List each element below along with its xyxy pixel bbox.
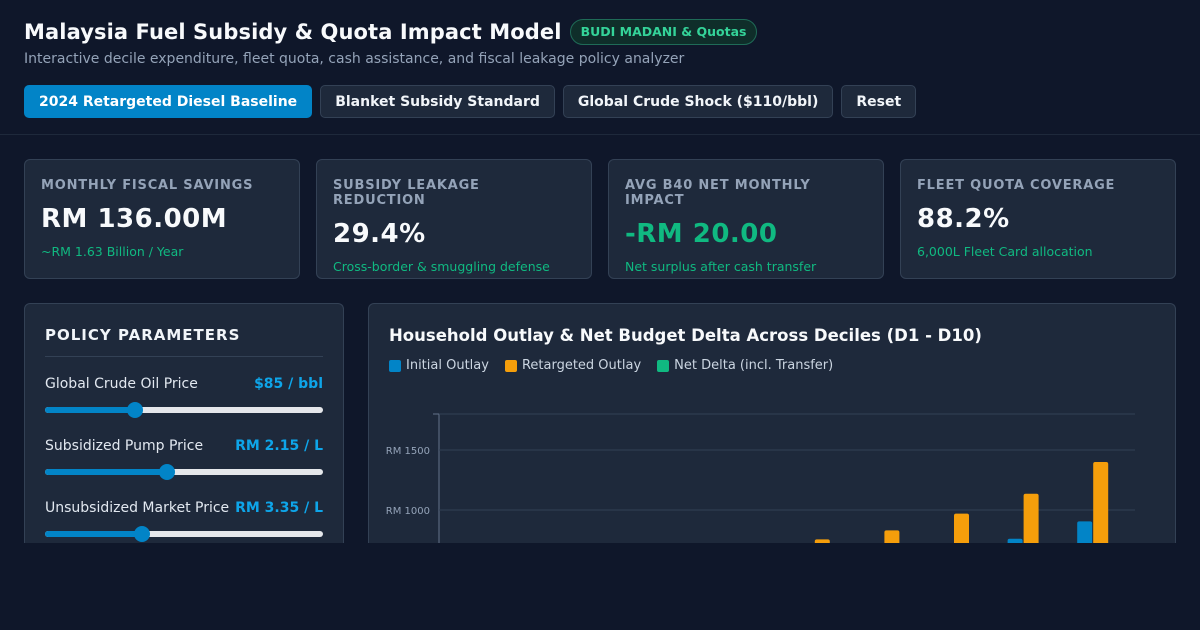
- param-subsidized-pump-price: Subsidized Pump Price RM 2.15 / L: [45, 437, 323, 481]
- slider-thumb[interactable]: [134, 526, 151, 542]
- page-subtitle: Interactive decile expenditure, fleet qu…: [24, 51, 685, 67]
- bar-initial-outlay: [1007, 538, 1023, 543]
- kpi-label: SUBSIDY LEAKAGE REDUCTION: [333, 178, 480, 208]
- legend-item-net-delta: Net Delta (incl. Transfer): [657, 358, 833, 373]
- param-value: RM 2.15 / L: [235, 438, 323, 454]
- unsubsidized-market-price-slider[interactable]: [45, 525, 323, 543]
- bar-retargeted-outlay: [954, 513, 969, 543]
- legend-swatch: [504, 359, 517, 372]
- header: Malaysia Fuel Subsidy & Quota Impact Mod…: [24, 18, 1176, 67]
- policy-parameters-panel: POLICY PARAMETERS Global Crude Oil Price…: [24, 303, 344, 543]
- kpi-subtext: Cross-border & smuggling defense: [333, 259, 550, 274]
- chart-title: Household Outlay & Net Budget Delta Acro…: [389, 326, 982, 345]
- scenario-crude-shock-button[interactable]: Global Crude Shock ($110/bbl): [562, 85, 834, 118]
- param-label: Subsidized Pump Price: [45, 438, 204, 454]
- slider-fill: [45, 469, 168, 475]
- legend-label: Net Delta (incl. Transfer): [674, 358, 834, 373]
- kpi-value: -RM 20.00: [625, 219, 778, 249]
- scenario-buttons: 2024 Retargeted Diesel Baseline Blanket …: [24, 85, 917, 118]
- bar-retargeted-outlay: [884, 530, 900, 543]
- kpi-subtext: Net surplus after cash transfer: [625, 259, 817, 274]
- kpi-subtext: ~RM 1.63 Billion / Year: [41, 244, 184, 259]
- slider-thumb[interactable]: [159, 464, 176, 480]
- chart-legend: Initial Outlay Retargeted Outlay Net Del…: [389, 358, 833, 373]
- policy-badge: BUDI MADANI & Quotas: [569, 19, 758, 45]
- legend-label: Initial Outlay: [406, 358, 489, 373]
- bar-initial-outlay: [1077, 521, 1093, 543]
- kpi-card-fleet-quota: FLEET QUOTA COVERAGE 88.2% 6,000L Fleet …: [900, 159, 1176, 279]
- header-divider: [0, 134, 1200, 135]
- panel-title: POLICY PARAMETERS: [45, 326, 323, 357]
- bar-retargeted-outlay: [814, 539, 830, 543]
- bar-retargeted-outlay: [1023, 493, 1039, 543]
- kpi-label: FLEET QUOTA COVERAGE: [917, 178, 1116, 193]
- y-tick-label: RM 1500: [386, 446, 430, 457]
- param-value: $85 / bbl: [254, 376, 323, 392]
- bar-retargeted-outlay: [1093, 462, 1109, 543]
- slider-track: [45, 531, 323, 537]
- subsidized-pump-price-slider[interactable]: [45, 463, 323, 481]
- param-crude-oil-price: Global Crude Oil Price $85 / bbl: [45, 375, 323, 419]
- param-label: Global Crude Oil Price: [45, 376, 198, 392]
- decile-bar-chart: RM 1500 RM 1000: [386, 413, 1135, 543]
- param-label: Unsubsidized Market Price: [45, 500, 230, 516]
- slider-thumb[interactable]: [127, 402, 144, 418]
- legend-swatch: [389, 359, 401, 372]
- kpi-value: RM 136.00M: [41, 204, 228, 234]
- kpi-card-b40-impact: AVG B40 NET MONTHLY IMPACT -RM 20.00 Net…: [608, 159, 884, 279]
- slider-track: [45, 407, 323, 413]
- slider-fill: [45, 531, 143, 537]
- page-title: Malaysia Fuel Subsidy & Quota Impact Mod…: [24, 20, 562, 44]
- param-value: RM 3.35 / L: [235, 500, 323, 516]
- kpi-value: 29.4%: [333, 219, 426, 249]
- kpi-subtext: 6,000L Fleet Card allocation: [917, 244, 1093, 259]
- legend-swatch: [657, 359, 670, 372]
- kpi-row: MONTHLY FISCAL SAVINGS RM 136.00M ~RM 1.…: [24, 159, 1176, 279]
- legend-label: Retargeted Outlay: [521, 358, 642, 373]
- scenario-blanket-subsidy-button[interactable]: Blanket Subsidy Standard: [320, 85, 555, 118]
- scenario-retargeted-diesel-button[interactable]: 2024 Retargeted Diesel Baseline: [24, 85, 313, 118]
- reset-button[interactable]: Reset: [841, 85, 917, 118]
- slider-fill: [45, 407, 136, 413]
- legend-item-initial: Initial Outlay: [389, 358, 489, 373]
- kpi-card-fiscal-savings: MONTHLY FISCAL SAVINGS RM 136.00M ~RM 1.…: [24, 159, 300, 279]
- kpi-label: MONTHLY FISCAL SAVINGS: [41, 178, 254, 193]
- y-tick-label: RM 1000: [386, 506, 430, 517]
- decile-chart-card: Household Outlay & Net Budget Delta Acro…: [368, 303, 1176, 543]
- crude-oil-price-slider[interactable]: [45, 401, 323, 419]
- param-unsubsidized-market-price: Unsubsidized Market Price RM 3.35 / L: [45, 499, 323, 543]
- slider-track: [45, 469, 323, 475]
- kpi-value: 88.2%: [917, 204, 1010, 234]
- kpi-card-leakage-reduction: SUBSIDY LEAKAGE REDUCTION 29.4% Cross-bo…: [316, 159, 592, 279]
- kpi-label: AVG B40 NET MONTHLY IMPACT: [625, 178, 811, 208]
- legend-item-retargeted: Retargeted Outlay: [504, 358, 642, 373]
